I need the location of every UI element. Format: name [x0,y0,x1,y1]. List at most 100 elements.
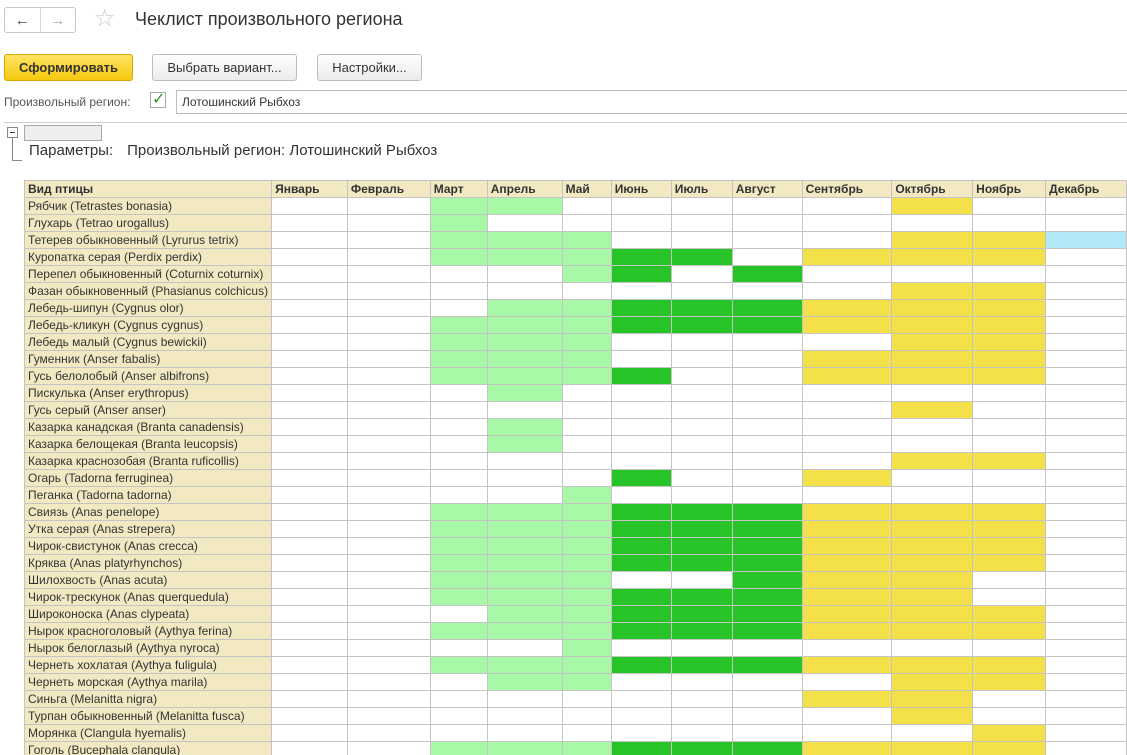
month-presence-cell[interactable] [801,588,893,606]
month-presence-cell[interactable] [731,367,803,385]
month-presence-cell[interactable] [731,435,803,453]
month-presence-cell[interactable] [429,673,488,691]
month-presence-cell[interactable] [801,554,893,572]
species-name-cell[interactable]: Тетерев обыкновенный (Lyrurus tetrix) [23,231,273,249]
month-presence-cell[interactable] [891,571,974,589]
month-presence-cell[interactable] [891,299,974,317]
month-presence-cell[interactable] [486,265,563,283]
month-presence-cell[interactable] [561,248,612,266]
month-presence-cell[interactable] [731,452,803,470]
month-presence-cell[interactable] [1045,588,1127,606]
month-presence-cell[interactable] [670,707,733,725]
month-presence-cell[interactable] [731,707,803,725]
month-presence-cell[interactable] [731,214,803,232]
month-presence-cell[interactable] [486,486,563,504]
month-presence-cell[interactable] [972,401,1047,419]
month-presence-cell[interactable] [891,452,974,470]
month-presence-cell[interactable] [346,350,431,368]
month-presence-cell[interactable] [972,265,1047,283]
month-presence-cell[interactable] [670,571,733,589]
month-presence-cell[interactable] [561,486,612,504]
month-presence-cell[interactable] [670,384,733,402]
month-presence-cell[interactable] [346,690,431,708]
month-presence-cell[interactable] [561,469,612,487]
month-presence-cell[interactable] [670,588,733,606]
month-presence-cell[interactable] [972,605,1047,623]
month-presence-cell[interactable] [670,401,733,419]
month-presence-cell[interactable] [731,639,803,657]
month-presence-cell[interactable] [429,197,488,215]
month-presence-cell[interactable] [972,690,1047,708]
month-presence-cell[interactable] [731,197,803,215]
month-presence-cell[interactable] [271,333,348,351]
month-presence-cell[interactable] [801,656,893,674]
month-presence-cell[interactable] [801,197,893,215]
month-presence-cell[interactable] [486,503,563,521]
month-presence-cell[interactable] [731,265,803,283]
species-name-cell[interactable]: Гуменник (Anser fabalis) [23,350,273,368]
month-presence-cell[interactable] [610,554,672,572]
month-presence-cell[interactable] [891,333,974,351]
month-presence-cell[interactable] [1045,537,1127,555]
month-presence-cell[interactable] [1045,673,1127,691]
month-presence-cell[interactable] [561,333,612,351]
settings-button[interactable]: Настройки... [317,54,422,81]
month-presence-cell[interactable] [1045,520,1127,538]
month-presence-cell[interactable] [271,741,348,755]
month-presence-cell[interactable] [561,673,612,691]
month-presence-cell[interactable] [1045,656,1127,674]
month-presence-cell[interactable] [731,316,803,334]
month-presence-cell[interactable] [346,537,431,555]
month-presence-cell[interactable] [801,316,893,334]
month-presence-cell[interactable] [486,673,563,691]
month-presence-cell[interactable] [891,486,974,504]
month-presence-cell[interactable] [972,537,1047,555]
month-presence-cell[interactable] [346,741,431,755]
month-presence-cell[interactable] [561,724,612,742]
month-presence-cell[interactable] [610,418,672,436]
back-arrow-button[interactable]: ← [5,8,41,32]
month-presence-cell[interactable] [429,299,488,317]
month-presence-cell[interactable] [731,384,803,402]
month-presence-cell[interactable] [972,452,1047,470]
month-presence-cell[interactable] [891,367,974,385]
month-presence-cell[interactable] [670,469,733,487]
month-presence-cell[interactable] [346,282,431,300]
month-presence-cell[interactable] [801,673,893,691]
month-presence-cell[interactable] [610,622,672,640]
species-name-cell[interactable]: Шилохвость (Anas acuta) [23,571,273,589]
month-presence-cell[interactable] [561,401,612,419]
month-presence-cell[interactable] [486,707,563,725]
month-presence-cell[interactable] [610,588,672,606]
month-presence-cell[interactable] [346,520,431,538]
month-presence-cell[interactable] [610,520,672,538]
month-presence-cell[interactable] [891,384,974,402]
month-presence-cell[interactable] [271,265,348,283]
species-name-cell[interactable]: Гоголь (Bucephala clangula) [23,741,273,755]
month-presence-cell[interactable] [271,350,348,368]
month-presence-cell[interactable] [610,503,672,521]
month-presence-cell[interactable] [670,350,733,368]
month-presence-cell[interactable] [561,231,612,249]
month-presence-cell[interactable] [486,401,563,419]
month-presence-cell[interactable] [610,537,672,555]
month-presence-cell[interactable] [561,588,612,606]
region-checkbox[interactable] [150,89,166,109]
month-presence-cell[interactable] [801,605,893,623]
month-presence-cell[interactable] [486,350,563,368]
month-presence-cell[interactable] [801,401,893,419]
month-presence-cell[interactable] [610,724,672,742]
month-presence-cell[interactable] [801,469,893,487]
month-presence-cell[interactable] [486,214,563,232]
month-presence-cell[interactable] [891,707,974,725]
month-presence-cell[interactable] [1045,503,1127,521]
month-presence-cell[interactable] [670,639,733,657]
month-presence-cell[interactable] [801,571,893,589]
month-presence-cell[interactable] [972,588,1047,606]
month-presence-cell[interactable] [346,418,431,436]
month-presence-cell[interactable] [801,707,893,725]
month-presence-cell[interactable] [891,214,974,232]
month-presence-cell[interactable] [561,520,612,538]
month-presence-cell[interactable] [670,367,733,385]
month-presence-cell[interactable] [670,214,733,232]
